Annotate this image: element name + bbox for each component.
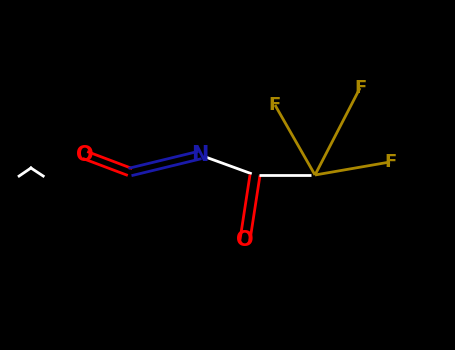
Text: N: N — [191, 145, 209, 165]
Text: O: O — [76, 145, 94, 165]
Text: F: F — [354, 79, 366, 97]
Text: F: F — [269, 96, 281, 114]
Text: O: O — [236, 230, 254, 250]
Text: F: F — [384, 153, 396, 171]
